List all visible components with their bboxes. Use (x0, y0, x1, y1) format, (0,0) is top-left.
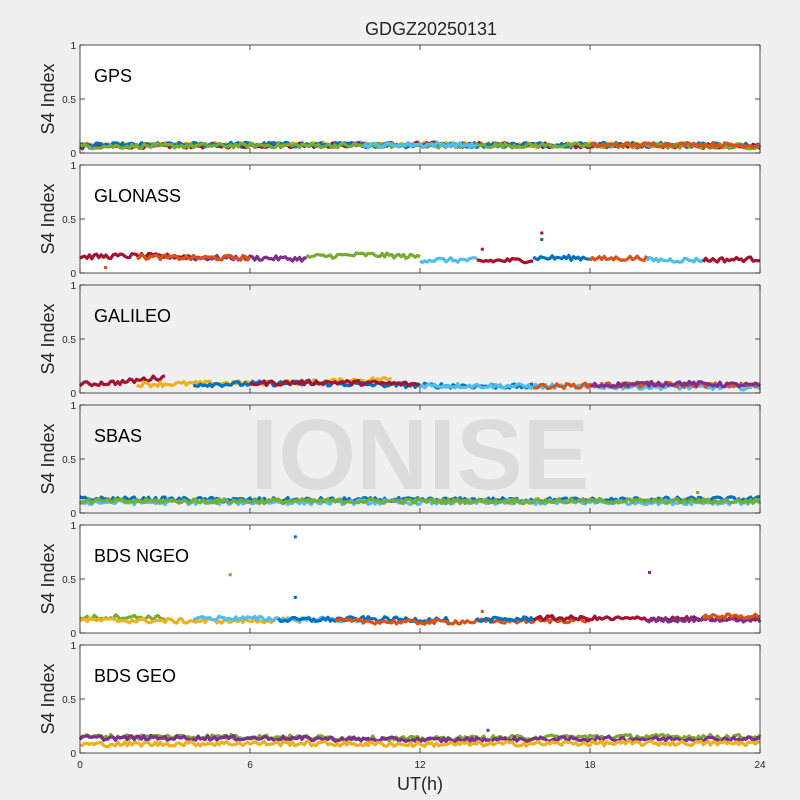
series-segment (79, 739, 761, 749)
series-segment (79, 616, 308, 625)
series-segment (701, 612, 761, 620)
series-segment (476, 256, 534, 265)
x-tick-label: 6 (247, 760, 253, 771)
y-tick-label: 0.5 (62, 335, 76, 346)
y-tick-label: 1 (70, 161, 76, 172)
y-tick-label: 0 (70, 749, 76, 760)
system-label: BDS GEO (94, 666, 176, 686)
system-label: GLONASS (94, 186, 181, 206)
y-axis-label: S4 Index (38, 663, 58, 734)
series-segment (475, 615, 535, 624)
panel-gps: 0 0.5 1 S4 Index GPS (38, 41, 762, 160)
chart-title: GDGZ20250131 (365, 19, 497, 39)
series-segment (645, 256, 705, 264)
x-tick-labels: 0 6 12 18 24 (77, 760, 766, 771)
series-segment (305, 251, 421, 260)
series-segment (249, 378, 421, 388)
system-label: SBAS (94, 426, 142, 446)
series-segment (192, 253, 307, 263)
y-axis-label: S4 Index (38, 303, 58, 374)
y-tick-label: 0 (70, 149, 76, 160)
series-segment (79, 251, 195, 261)
data-point (540, 238, 544, 241)
series-segment (362, 140, 478, 150)
data-point (696, 491, 700, 494)
y-tick-label: 1 (70, 641, 76, 652)
panel-bds-ngeo: 0 0.5 1 S4 Index BDS NGEO (38, 521, 762, 640)
plot-area (80, 405, 760, 513)
series-segment (333, 616, 592, 626)
x-tick-label: 12 (414, 760, 426, 771)
x-tick-label: 24 (754, 760, 766, 771)
plot-area (80, 45, 760, 153)
data-point (480, 247, 484, 251)
y-tick-label: 0.5 (62, 215, 76, 226)
series-segment (419, 256, 478, 264)
data-point (293, 595, 297, 599)
panel-galileo: 0 0.5 1 S4 Index GALILEO (38, 281, 762, 400)
x-tick-label: 0 (77, 760, 83, 771)
series-segment (532, 253, 591, 262)
data-point (228, 573, 232, 577)
y-tick-label: 0.5 (62, 455, 76, 466)
y-tick-label: 1 (70, 41, 76, 52)
plot-area (80, 285, 760, 393)
data-point (104, 266, 107, 270)
series-segment (701, 255, 761, 264)
series-segment (589, 141, 761, 150)
y-axis-label: S4 Index (38, 183, 58, 254)
series-segment (79, 497, 761, 506)
watermark: IONISE (251, 399, 590, 511)
y-axis-label: S4 Index (38, 63, 58, 134)
system-label: GPS (94, 66, 132, 86)
panels: 0 0.5 1 S4 Index GPS 0 0.5 1 S4 Index GLONASS 0 0.5… (38, 41, 762, 760)
system-label: BDS NGEO (94, 546, 189, 566)
series-segment (78, 374, 166, 388)
y-tick-label: 0.5 (62, 575, 76, 586)
series-segment (136, 253, 252, 262)
data-point (486, 728, 490, 732)
y-axis-label: S4 Index (38, 543, 58, 614)
series-segment (588, 254, 649, 262)
y-tick-label: 0.5 (62, 695, 76, 706)
x-tick-label: 18 (584, 760, 596, 771)
y-tick-label: 1 (70, 401, 76, 412)
system-label: GALILEO (94, 306, 171, 326)
y-tick-label: 0.5 (62, 95, 76, 106)
data-point (648, 571, 651, 574)
y-tick-label: 1 (70, 521, 76, 532)
y-tick-label: 0 (70, 509, 76, 520)
data-point (480, 609, 484, 613)
panel-bds-geo: 0 0.5 1 S4 Index BDS GEO (38, 641, 762, 760)
plot-area (80, 525, 760, 633)
panel-glonass: 0 0.5 1 S4 Index GLONASS (38, 161, 761, 280)
y-tick-label: 0 (70, 269, 76, 280)
x-axis-label: UT(h) (397, 774, 443, 794)
panel-sbas: 0 0.5 1 S4 Index SBAS (38, 401, 762, 520)
y-tick-label: 0 (70, 389, 76, 400)
y-tick-label: 0 (70, 629, 76, 640)
series-segment (79, 613, 166, 622)
y-tick-label: 1 (70, 281, 76, 292)
y-axis-label: S4 Index (38, 423, 58, 494)
data-point (293, 535, 297, 539)
series-segment (589, 379, 761, 389)
data-point (540, 231, 544, 235)
series-segment (277, 615, 450, 624)
